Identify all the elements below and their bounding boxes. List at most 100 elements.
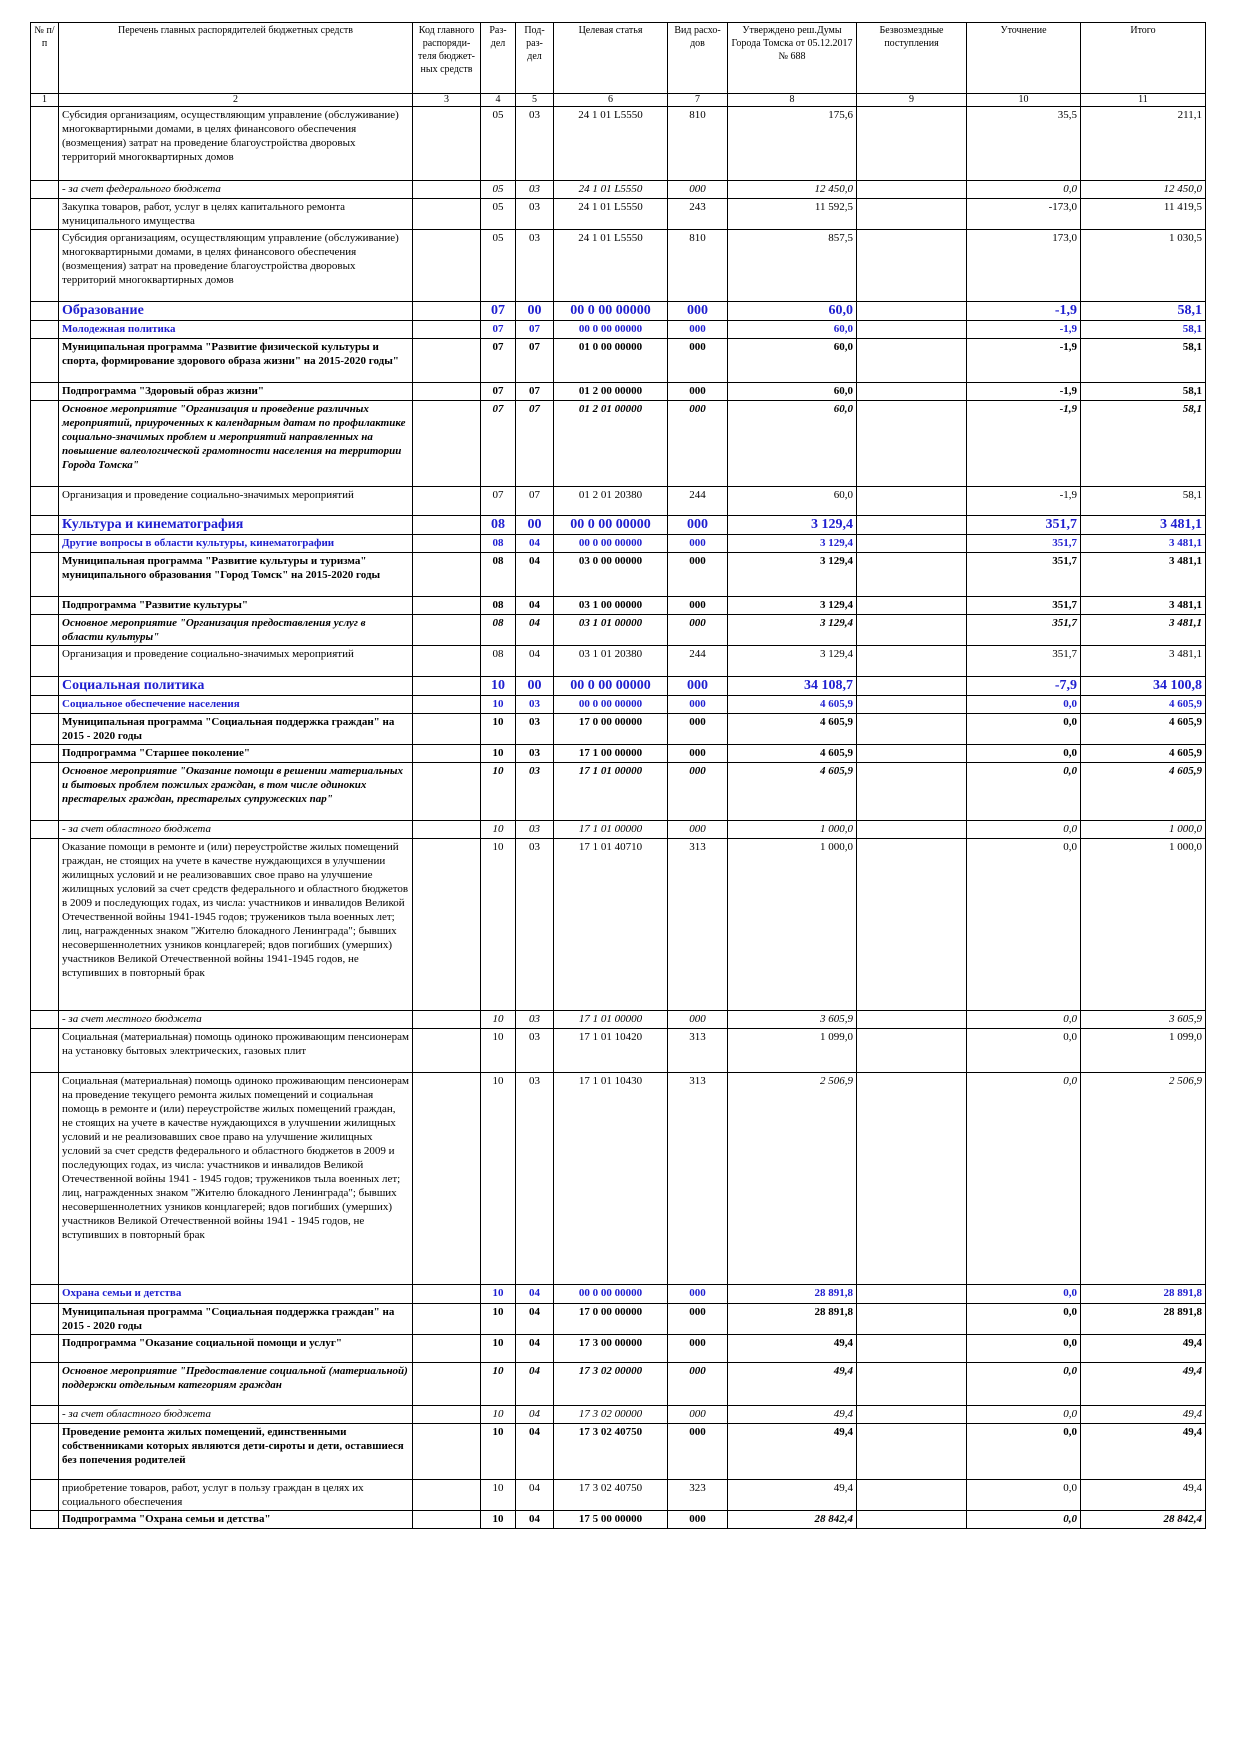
utoch-cell: 0,0 — [966, 762, 1081, 821]
code-cell — [412, 180, 481, 199]
utv-cell: 3 129,4 — [727, 645, 857, 677]
table-row: - за счет областного бюджета 10 03 17 1 01 … — [30, 820, 1206, 839]
num-cell — [30, 820, 59, 839]
statya-cell: 00 0 00 00000 — [553, 301, 668, 321]
statya-cell: 17 1 01 00000 — [553, 762, 668, 821]
bezv-cell — [856, 1334, 967, 1363]
bezv-cell — [856, 1028, 967, 1073]
statya-cell: 00 0 00 00000 — [553, 695, 668, 714]
table-row: Оказание помощи в ремонте и (или) переус… — [30, 838, 1206, 1011]
table-row: Закупка товаров, работ, услуг в целях ка… — [30, 198, 1206, 230]
utoch-cell: 351,7 — [966, 515, 1081, 535]
itogo-cell: 49,4 — [1080, 1362, 1206, 1406]
razdel-cell: 10 — [480, 744, 516, 763]
column-number: 1 — [30, 93, 59, 107]
utv-cell: 60,0 — [727, 382, 857, 401]
num-cell — [30, 1303, 59, 1335]
vid-cell: 000 — [667, 596, 728, 615]
num-cell — [30, 301, 59, 321]
table-row: Подпрограмма "Здоровый образ жизни" 07 07 0… — [30, 382, 1206, 401]
utoch-cell: -1,9 — [966, 486, 1081, 516]
statya-cell: 03 0 00 00000 — [553, 552, 668, 597]
code-cell — [412, 106, 481, 181]
utv-cell: 11 592,5 — [727, 198, 857, 230]
bezv-cell — [856, 614, 967, 646]
itogo-cell: 3 481,1 — [1080, 645, 1206, 677]
vid-cell: 000 — [667, 515, 728, 535]
table-row: Социальная (материальная) помощь одиноко… — [30, 1072, 1206, 1285]
header-cell: Безвозмездные поступления — [856, 22, 967, 94]
podrazdel-cell: 04 — [515, 645, 554, 677]
podrazdel-cell: 07 — [515, 486, 554, 516]
utoch-cell: 0,0 — [966, 180, 1081, 199]
itogo-cell: 49,4 — [1080, 1423, 1206, 1480]
razdel-cell: 10 — [480, 838, 516, 1011]
itogo-cell: 1 000,0 — [1080, 820, 1206, 839]
utoch-cell: -173,0 — [966, 198, 1081, 230]
statya-cell: 17 5 00 00000 — [553, 1510, 668, 1529]
table-row: Муниципальная программа "Развитие культу… — [30, 552, 1206, 597]
statya-cell: 00 0 00 00000 — [553, 676, 668, 696]
table-row: - за счет федерального бюджета 05 03 24 1 0… — [30, 180, 1206, 199]
table-row: Организация и проведение социально-значи… — [30, 645, 1206, 677]
statya-cell: 01 2 00 00000 — [553, 382, 668, 401]
bezv-cell — [856, 198, 967, 230]
name-cell: Культура и кинематография — [58, 515, 413, 535]
podrazdel-cell: 03 — [515, 198, 554, 230]
statya-cell: 17 1 01 40710 — [553, 838, 668, 1011]
bezv-cell — [856, 400, 967, 487]
statya-cell: 17 3 00 00000 — [553, 1334, 668, 1363]
razdel-cell: 08 — [480, 614, 516, 646]
bezv-cell — [856, 486, 967, 516]
razdel-cell: 10 — [480, 1510, 516, 1529]
bezv-cell — [856, 552, 967, 597]
statya-cell: 17 0 00 00000 — [553, 1303, 668, 1335]
column-number: 7 — [667, 93, 728, 107]
razdel-cell: 05 — [480, 229, 516, 302]
podrazdel-cell: 07 — [515, 400, 554, 487]
bezv-cell — [856, 1072, 967, 1285]
name-cell: Организация и проведение социально-значи… — [58, 486, 413, 516]
num-cell — [30, 1362, 59, 1406]
itogo-cell: 3 481,1 — [1080, 534, 1206, 553]
header-cell: Под-раз-дел — [515, 22, 554, 94]
statya-cell: 24 1 01 L5550 — [553, 180, 668, 199]
utoch-cell: -1,9 — [966, 338, 1081, 383]
num-cell — [30, 713, 59, 745]
utv-cell: 4 605,9 — [727, 762, 857, 821]
vid-cell: 810 — [667, 106, 728, 181]
utv-cell: 60,0 — [727, 400, 857, 487]
utoch-cell: 351,7 — [966, 645, 1081, 677]
itogo-cell: 28 891,8 — [1080, 1284, 1206, 1304]
header-cell: Перечень главных распорядителей бюджетны… — [58, 22, 413, 94]
razdel-cell: 07 — [480, 382, 516, 401]
utv-cell: 60,0 — [727, 320, 857, 339]
vid-cell: 810 — [667, 229, 728, 302]
podrazdel-cell: 04 — [515, 1303, 554, 1335]
utoch-cell: 351,7 — [966, 552, 1081, 597]
podrazdel-cell: 04 — [515, 1334, 554, 1363]
itogo-cell: 1 030,5 — [1080, 229, 1206, 302]
utoch-cell: 351,7 — [966, 614, 1081, 646]
utv-cell: 60,0 — [727, 486, 857, 516]
utv-cell: 1 000,0 — [727, 838, 857, 1011]
bezv-cell — [856, 1010, 967, 1029]
table-row: Проведение ремонта жилых помещений, един… — [30, 1423, 1206, 1480]
column-number: 8 — [727, 93, 857, 107]
name-cell: Другие вопросы в области культуры, кинем… — [58, 534, 413, 553]
table-row: Молодежная политика 07 07 00 0 00 00000 000 6… — [30, 320, 1206, 339]
table-row: Подпрограмма "Развитие культуры" 08 04 03 1… — [30, 596, 1206, 615]
vid-cell: 313 — [667, 1072, 728, 1285]
utoch-cell: 0,0 — [966, 1303, 1081, 1335]
itogo-cell: 1 099,0 — [1080, 1028, 1206, 1073]
razdel-cell: 10 — [480, 1334, 516, 1363]
itogo-cell: 11 419,5 — [1080, 198, 1206, 230]
razdel-cell: 08 — [480, 552, 516, 597]
vid-cell: 000 — [667, 1284, 728, 1304]
statya-cell: 03 1 00 00000 — [553, 596, 668, 615]
podrazdel-cell: 04 — [515, 1423, 554, 1480]
vid-cell: 000 — [667, 1362, 728, 1406]
num-cell — [30, 1405, 59, 1424]
itogo-cell: 2 506,9 — [1080, 1072, 1206, 1285]
table-row: Основное мероприятие "Организация и пров… — [30, 400, 1206, 487]
